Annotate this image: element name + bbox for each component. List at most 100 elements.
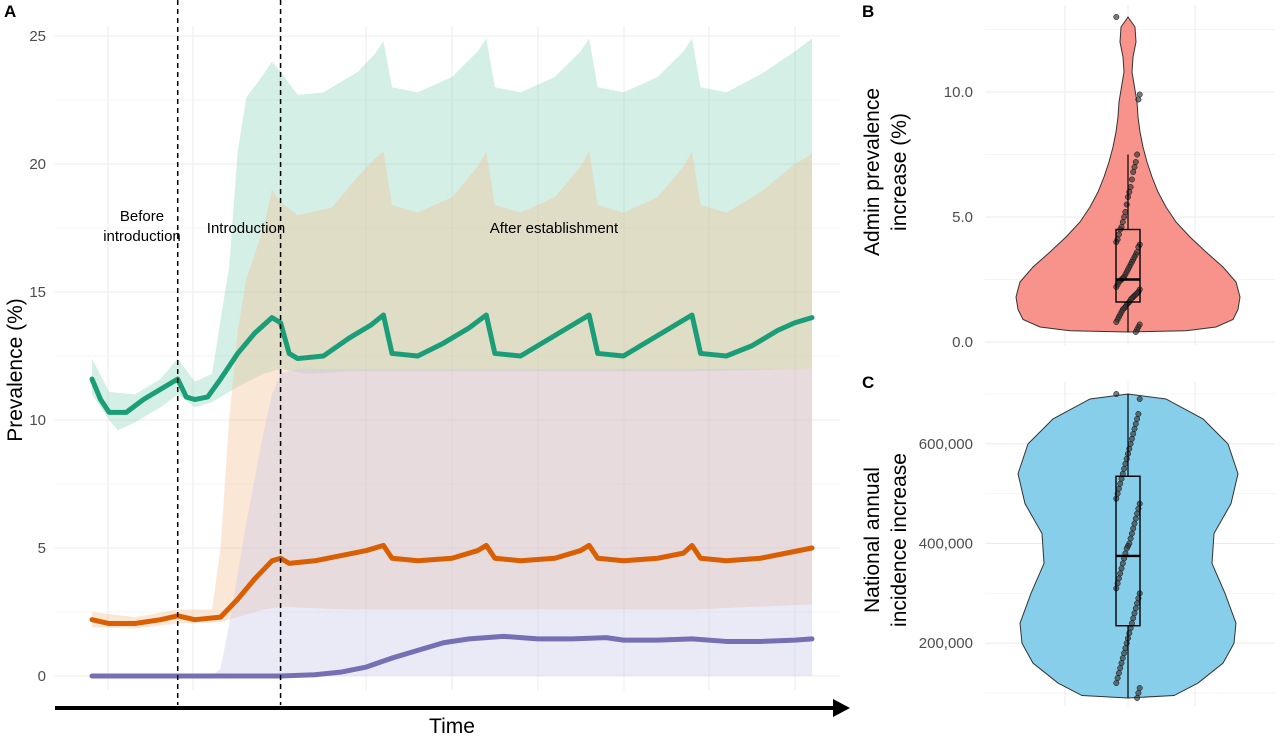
b-data-point	[1127, 184, 1134, 190]
c-data-point	[1128, 435, 1135, 442]
panel-c-y-axis-label-line-1: National annual	[861, 467, 884, 613]
c-data-point	[1134, 600, 1141, 607]
c-data-point	[1117, 665, 1124, 672]
b-data-point	[1136, 91, 1143, 98]
c-data-point	[1131, 520, 1138, 527]
panel-b-letter: B	[862, 2, 874, 21]
panel-a-y-tick: 25	[29, 28, 46, 45]
panel-c-boxplot	[1115, 394, 1141, 698]
c-data-point	[1122, 460, 1129, 467]
series-2-band	[92, 151, 812, 629]
panel-a-y-tick: 20	[29, 156, 46, 173]
panel-a-x-axis-label: Time	[429, 715, 475, 738]
panel-a-time-arrow	[55, 699, 850, 717]
c-data-point	[1118, 565, 1125, 572]
c-data-point	[1127, 535, 1134, 542]
phase-annotation-2: Introduction	[207, 220, 285, 237]
time-arrow-head	[833, 699, 850, 717]
panel-b-boxplot	[1115, 154, 1141, 332]
panel-a-y-tick: 15	[29, 284, 46, 301]
c-data-point	[1121, 650, 1128, 657]
b-data-point	[1122, 209, 1129, 215]
series-3-line	[89, 633, 815, 679]
panel-b-violin-chart: 0.0 5.0 10.0 Admin prevalence increase (%)…	[861, 2, 1275, 351]
c-data-point	[1132, 605, 1139, 612]
phase-annotation-1: Before	[120, 208, 164, 225]
b-data-point	[1132, 159, 1139, 165]
c-data-point	[1136, 685, 1143, 691]
c-y-tick: 600,000	[919, 436, 973, 453]
b-data-point	[1119, 219, 1126, 225]
panel-a-uncertainty-bands	[92, 38, 812, 676]
c-data-point	[1117, 480, 1124, 487]
c-data-point	[1131, 610, 1138, 617]
c-data-point	[1135, 690, 1142, 696]
panel-a-gridlines	[55, 26, 840, 690]
b-data-point	[1128, 176, 1135, 183]
c-iqr-box	[1115, 475, 1141, 627]
panel-b-y-tick-labels: 0.0 5.0 10.0	[944, 84, 973, 351]
phase-annotation-3: After establishment	[490, 220, 619, 237]
c-data-point	[1127, 440, 1134, 447]
c-data-point	[1134, 695, 1141, 701]
c-data-point	[1117, 570, 1124, 577]
panel-c-y-axis-label-line-2: incidence increase	[888, 453, 911, 627]
panel-c-violin-chart: 200,000 400,000 600,000 National annual in…	[861, 373, 1275, 706]
panel-a-prevalence-chart: 0 5 10 15 20 25 Before introduction Introductio…	[4, 0, 850, 738]
c-y-tick: 200,000	[919, 635, 973, 652]
series-2-line	[89, 542, 815, 627]
c-data-point	[1131, 425, 1138, 432]
c-data-point	[1115, 670, 1122, 677]
c-data-point	[1115, 485, 1122, 492]
b-data-point	[1132, 329, 1139, 335]
series-1-band	[92, 38, 812, 431]
c-data-point	[1114, 675, 1121, 682]
c-data-point	[1113, 391, 1120, 397]
panel-c-letter: C	[862, 373, 874, 392]
series-3-band	[92, 368, 812, 676]
b-data-point	[1134, 151, 1141, 158]
c-data-point	[1130, 615, 1137, 622]
b-iqr-box	[1115, 228, 1141, 303]
c-data-point	[1121, 465, 1128, 472]
c-data-point	[1132, 515, 1139, 522]
panel-b-y-axis-label-line-2: increase (%)	[888, 113, 911, 231]
c-data-point	[1118, 660, 1125, 667]
panel-a-phase-annotations: Before introduction Introduction After esta…	[103, 208, 619, 245]
c-data-point	[1123, 545, 1130, 552]
panel-a-letter: A	[4, 2, 16, 21]
c-y-tick: 400,000	[919, 536, 973, 553]
b-data-point	[1113, 14, 1120, 20]
c-data-point	[1128, 530, 1135, 537]
c-data-point	[1115, 575, 1122, 582]
phase-annotation-1: introduction	[103, 228, 181, 245]
panel-a-series-lines	[89, 312, 815, 679]
b-y-tick: 5.0	[952, 209, 973, 226]
panel-a-y-tick: 10	[29, 412, 46, 429]
panel-a-y-axis-label: Prevalence (%)	[4, 298, 27, 442]
b-data-point	[1113, 319, 1120, 325]
c-data-point	[1113, 680, 1120, 686]
b-data-point	[1115, 231, 1122, 238]
c-data-point	[1132, 420, 1139, 427]
panel-c-y-tick-labels: 200,000 400,000 600,000	[919, 436, 973, 652]
b-data-point	[1121, 214, 1128, 220]
panel-a-phase-boundaries	[176, 0, 282, 705]
c-data-point	[1134, 415, 1141, 422]
series-1-line	[89, 312, 815, 415]
b-data-point	[1131, 164, 1138, 170]
c-data-point	[1135, 410, 1142, 417]
b-data-point	[1135, 96, 1142, 103]
c-data-point	[1119, 560, 1126, 567]
c-data-point	[1122, 645, 1129, 652]
c-data-point	[1130, 525, 1137, 532]
panel-a-y-tick: 0	[38, 668, 46, 685]
c-data-point	[1119, 655, 1126, 662]
panel-b-y-axis-label-line-1: Admin prevalence	[861, 88, 884, 256]
panel-a-y-tick: 5	[38, 540, 46, 557]
b-data-point	[1130, 169, 1137, 175]
b-y-tick: 10.0	[944, 84, 973, 101]
b-y-tick: 0.0	[952, 334, 973, 351]
c-data-point	[1136, 396, 1143, 402]
c-data-point	[1134, 510, 1141, 517]
